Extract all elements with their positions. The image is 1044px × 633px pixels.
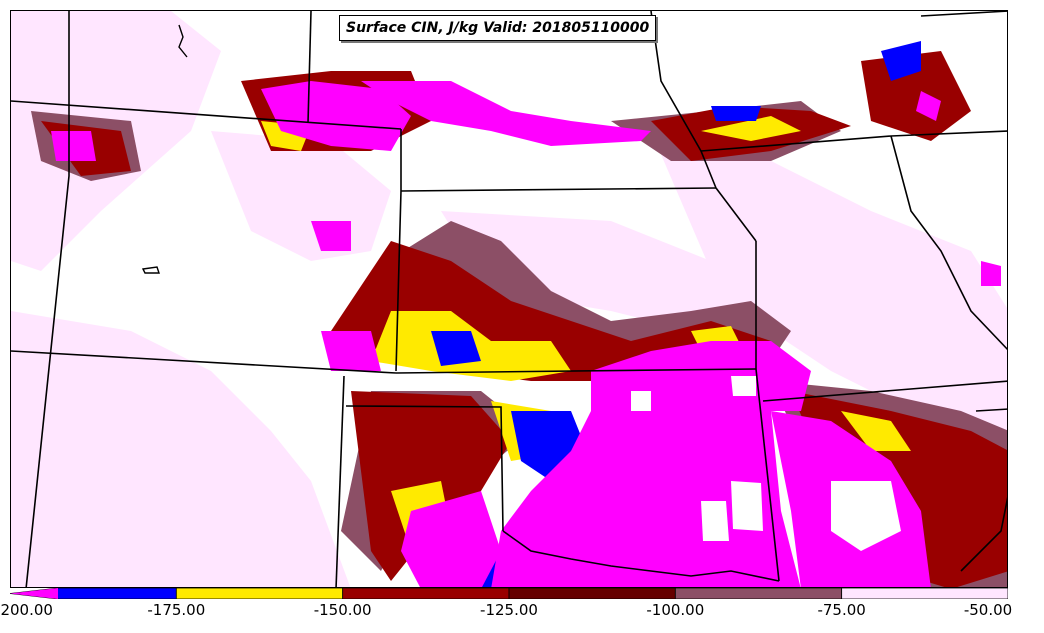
colorbar-tick-label: -125.00 [480,601,538,619]
colorbar-min-extension [10,588,58,599]
cin-field-map [11,11,1007,587]
colorbar-segment [674,588,843,599]
map-panel [10,10,1008,588]
cin-light-pink-regions [11,11,1007,587]
colorbar-tick-label: -50.00 [963,601,1013,619]
colorbar-segment [342,588,510,599]
colorbar-legend [10,588,1008,599]
colorbar-tick-label: -175.00 [147,601,206,619]
lake-outlines [141,24,188,274]
state-boundaries [11,11,1007,587]
colorbar-tick-label: -200.00 [0,601,53,619]
cin-white-holes [631,376,901,551]
map-title: Surface CIN, J/kg Valid: 201805110000 [339,15,657,41]
colorbar-tick-label: -150.00 [313,601,372,619]
colorbar-segment [841,588,1008,599]
colorbar-segment [508,588,676,599]
colorbar-tick-label: -75.00 [817,601,866,619]
colorbar-tick-label: -100.00 [646,601,705,619]
colorbar-segment [175,588,344,599]
